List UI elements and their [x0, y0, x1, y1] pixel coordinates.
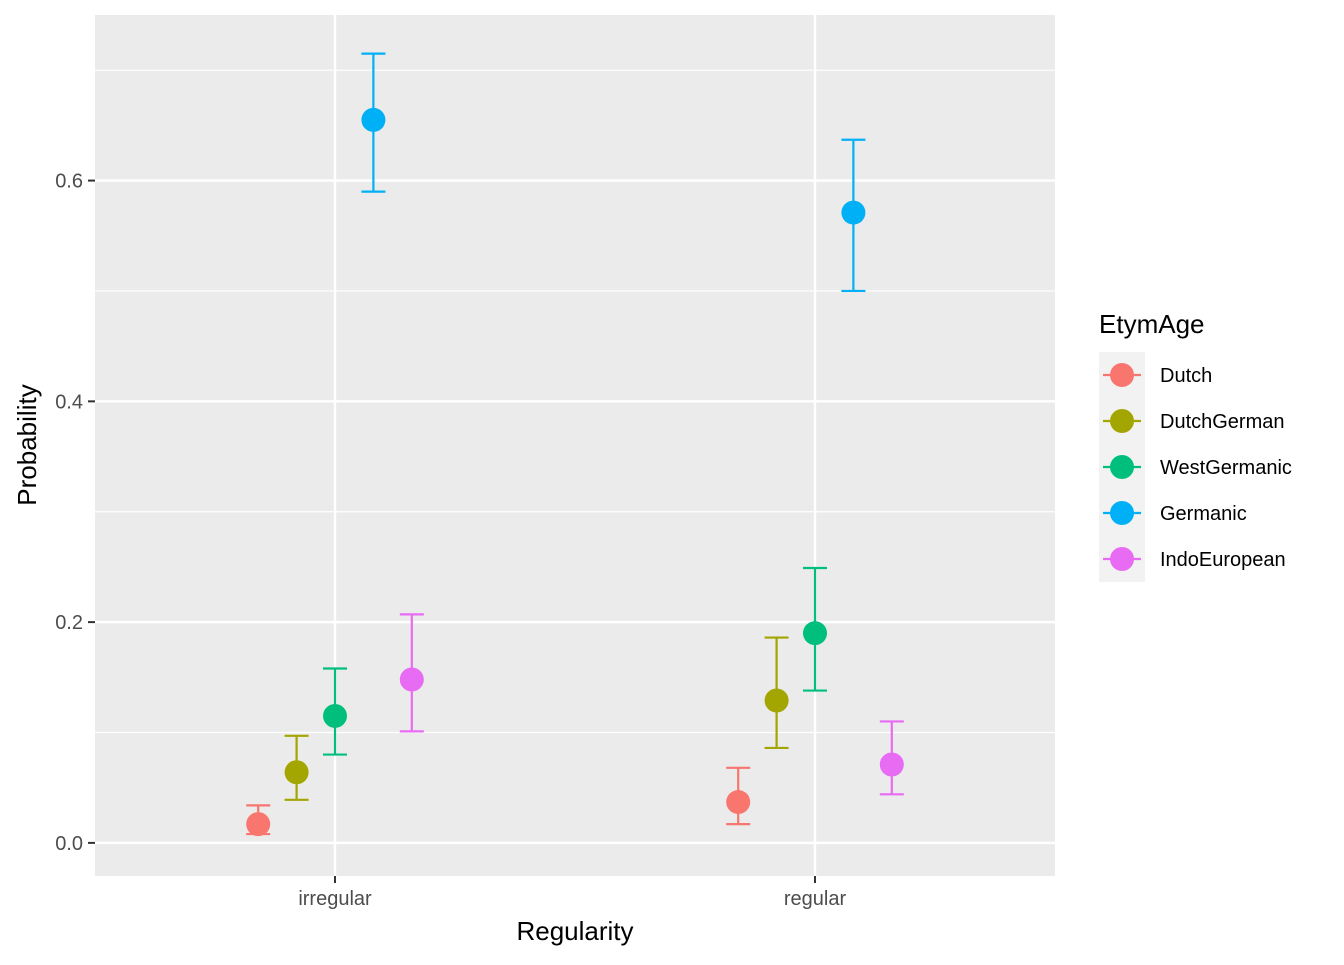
data-marks [246, 52, 904, 837]
data-point [803, 621, 827, 646]
grid-minor [95, 69, 1055, 734]
y-tick-label: 0.4 [55, 391, 83, 413]
data-point [879, 752, 904, 777]
legend-title: EtymAge [1099, 309, 1205, 339]
y-tick-label: 0.0 [55, 833, 83, 855]
legend-label: Dutch [1160, 365, 1212, 387]
legend: EtymAge Dutch DutchGerman WestGermanic Germ… [1099, 309, 1292, 582]
legend-label: Germanic [1160, 503, 1247, 525]
legend-key-point [1110, 501, 1134, 525]
plot-panel [95, 15, 1055, 876]
legend-key-point [1110, 547, 1134, 571]
legend-key-point [1110, 409, 1134, 433]
legend-label: WestGermanic [1160, 457, 1292, 479]
legend-label: IndoEuropean [1160, 549, 1286, 571]
data-point [284, 760, 309, 785]
data-point [361, 107, 386, 132]
legend-key-point [1110, 363, 1134, 387]
x-tick-label: regular [784, 888, 847, 910]
x-axis-title: Regularity [516, 916, 633, 946]
data-point [399, 667, 424, 692]
x-tick-label: irregular [298, 888, 372, 910]
data-point [841, 200, 866, 225]
y-tick-label: 0.2 [55, 612, 83, 634]
data-point [246, 812, 271, 837]
x-axis: irregular regular [298, 876, 846, 910]
legend-label: DutchGerman [1160, 411, 1285, 433]
y-axis: 0.0 0.2 0.4 0.6 [55, 171, 95, 855]
data-point [726, 790, 751, 815]
y-axis-title: Probability [12, 384, 42, 505]
data-point [323, 703, 347, 728]
y-tick-label: 0.6 [55, 171, 83, 193]
data-point [764, 688, 789, 713]
legend-key-point [1110, 455, 1134, 479]
